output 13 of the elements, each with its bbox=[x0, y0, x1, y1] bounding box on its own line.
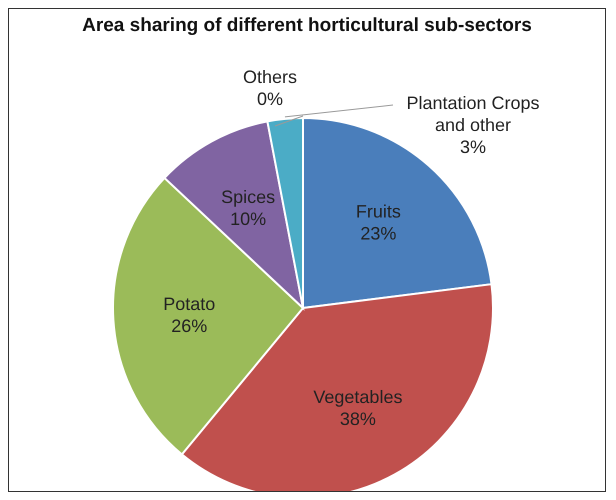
slice-label: Potato bbox=[163, 294, 216, 314]
data-label: 3% bbox=[460, 137, 486, 157]
slice-label: Plantation Crops and other bbox=[406, 93, 540, 135]
category-label: Others bbox=[242, 67, 298, 87]
chart-title: Area sharing of different horticultural sub-sectors bbox=[81, 14, 533, 38]
slice-label: Fruits bbox=[356, 201, 401, 222]
data-label: 26% bbox=[171, 316, 208, 336]
data-label: 38% bbox=[340, 408, 376, 429]
slice-label: Vegetables bbox=[313, 386, 402, 407]
text: 0% bbox=[256, 89, 284, 109]
data-label: 23% bbox=[360, 223, 396, 244]
slice-label: Spices bbox=[221, 187, 276, 208]
data-label: 10% bbox=[230, 209, 266, 230]
